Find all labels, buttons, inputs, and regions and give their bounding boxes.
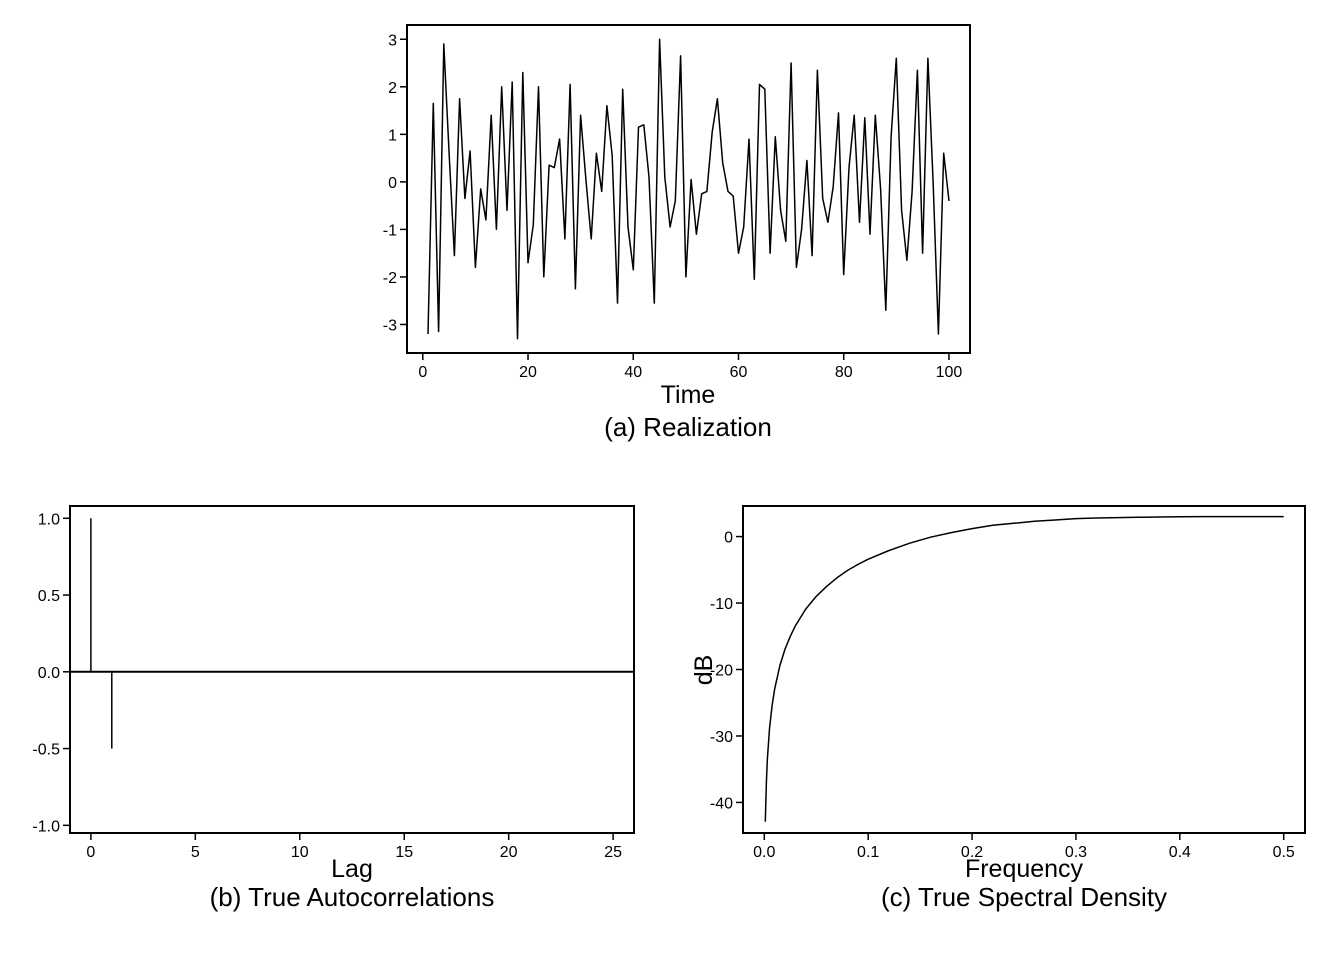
spectral-density-x-tick-label: 0.4: [1169, 844, 1191, 861]
spectral-density-y-axis-label: dB: [690, 655, 718, 686]
spectral-density-plot-frame: [742, 505, 1306, 834]
realization-line: [427, 38, 950, 340]
spectral-density-x-axis-label: Frequency: [965, 855, 1084, 883]
spectral-density-x-tick-label: 0.3: [1065, 844, 1087, 861]
autocorrelation-y-tick-label: 0.5: [38, 588, 60, 605]
spectral-density-x-axis: 0.0 0.1 0.2 0.3 0.4 0.5: [753, 833, 1295, 861]
realization-y-tick-label: -2: [383, 270, 397, 287]
autocorrelation-x-tick-label: 0: [86, 844, 95, 861]
autocorrelation-x-tick-label: 25: [604, 844, 622, 861]
realization-x-tick-label: 60: [730, 364, 748, 381]
realization-y-tick-label: -3: [383, 317, 397, 334]
spectral-density-panel: 0.0 0.1 0.2 0.3 0.4 0.5 -40 -30 -20 -10 0 Frequen…: [690, 505, 1306, 912]
autocorrelation-plot-frame: [69, 505, 635, 834]
autocorrelation-x-tick-label: 15: [395, 844, 413, 861]
autocorrelation-x-axis: 0 5 10 15 20 25: [86, 833, 622, 861]
realization-plot-frame: [406, 24, 971, 354]
realization-y-tick-label: 0: [388, 175, 397, 192]
spectral-density-y-axis: -40 -30 -20 -10 0: [710, 530, 743, 812]
spectral-density-x-tick-label: 0.1: [857, 844, 879, 861]
realization-x-tick-label: 40: [624, 364, 642, 381]
autocorrelation-y-tick-label: -1.0: [32, 818, 60, 835]
spectral-density-x-tick-label: 0.5: [1273, 844, 1295, 861]
realization-x-axis: 0 20 40 60 80 100: [418, 353, 962, 381]
autocorrelation-bars: [70, 518, 634, 749]
autocorrelation-y-axis: -1.0 -0.5 0.0 0.5 1.0: [32, 511, 70, 835]
autocorrelation-y-tick-label: 0.0: [38, 665, 60, 682]
realization-x-tick-label: 20: [519, 364, 537, 381]
autocorrelation-x-tick-label: 5: [191, 844, 200, 861]
autocorrelation-x-tick-label: 10: [291, 844, 309, 861]
spectral-density-y-tick-label: 0: [724, 530, 733, 547]
realization-y-axis: -3 -2 -1 0 1 2 3: [383, 32, 407, 334]
realization-panel: 0 20 40 60 80 100 -3 -2 -1 0 1 2 3 Time (a) Realiza…: [383, 24, 971, 442]
autocorrelation-x-axis-label: Lag: [331, 855, 373, 883]
spectral-density-x-tick-label: 0.0: [753, 844, 775, 861]
realization-y-tick-label: 1: [388, 127, 397, 144]
realization-y-tick-label: 2: [388, 80, 397, 97]
autocorrelation-panel: 0 5 10 15 20 25 -1.0 -0.5 0.0 0.5 1.0 Lag (b) Tru…: [32, 505, 635, 912]
realization-x-axis-label: Time: [661, 381, 716, 409]
spectral-density-series: [764, 515, 1284, 822]
realization-y-tick-label: 3: [388, 32, 397, 49]
spectral-density-line: [764, 515, 1284, 822]
realization-series: [427, 38, 950, 340]
autocorrelation-y-tick-label: 1.0: [38, 511, 60, 528]
spectral-density-caption: (c) True Spectral Density: [881, 882, 1167, 912]
spectral-density-y-tick-label: -30: [710, 729, 733, 746]
spectral-density-y-tick-label: -40: [710, 795, 733, 812]
realization-caption: (a) Realization: [604, 412, 772, 442]
autocorrelation-y-tick-label: -0.5: [32, 742, 60, 759]
autocorrelation-x-tick-label: 20: [500, 844, 518, 861]
realization-y-tick-label: -1: [383, 222, 397, 239]
spectral-density-y-tick-label: -20: [710, 663, 733, 680]
realization-x-tick-label: 80: [835, 364, 853, 381]
realization-x-tick-label: 100: [936, 364, 963, 381]
realization-x-tick-label: 0: [418, 364, 427, 381]
spectral-density-x-tick-label: 0.2: [961, 844, 983, 861]
spectral-density-y-tick-label: -10: [710, 596, 733, 613]
autocorrelation-caption: (b) True Autocorrelations: [210, 882, 495, 912]
